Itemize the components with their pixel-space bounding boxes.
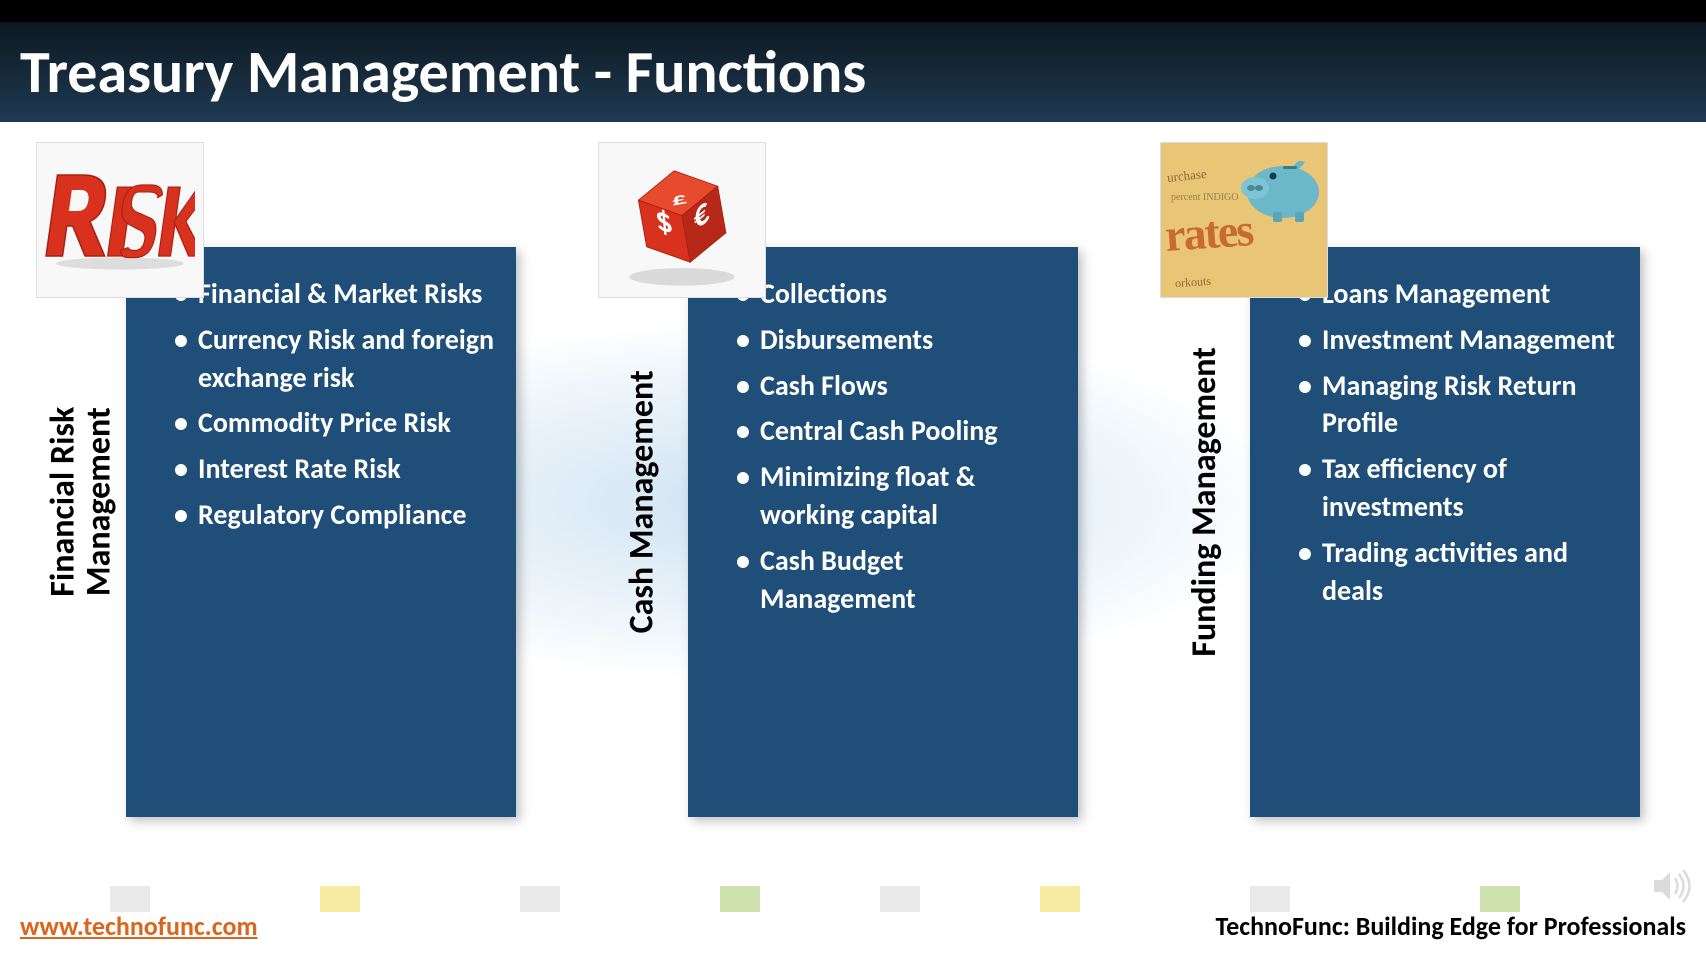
column-cash: £ $ € Cash Management Collections Disburs… <box>598 142 1108 842</box>
list-item: Cash Budget Management <box>736 542 1058 618</box>
dice-icon: £ $ € <box>598 142 766 298</box>
footer-square <box>110 886 150 912</box>
list-item: Regulatory Compliance <box>174 496 496 534</box>
list-item: Financial & Market Risks <box>174 275 496 313</box>
footer-square <box>1250 886 1290 912</box>
vlabel-funding-l1: Funding Management <box>1184 347 1225 657</box>
list-item: Interest Rate Risk <box>174 450 496 488</box>
list-item: Trading activities and deals <box>1298 534 1620 610</box>
list-item: Disbursements <box>736 321 1058 359</box>
list-item: Loans Management <box>1298 275 1620 313</box>
list-item: Cash Flows <box>736 367 1058 405</box>
footer-square <box>720 886 760 912</box>
footer-tagline: TechnoFunc: Building Edge for Profession… <box>1216 910 1687 942</box>
footer-square <box>320 886 360 912</box>
footer-square <box>520 886 560 912</box>
footer-link[interactable]: www.technofunc.com <box>20 910 258 942</box>
vlabel-risk: Financial Risk Management <box>36 302 126 702</box>
risk-icon <box>36 142 204 298</box>
speaker-icon <box>1648 864 1692 908</box>
list-funding: Loans Management Investment Management Man… <box>1298 275 1620 609</box>
card-cash: Collections Disbursements Cash Flows Centra… <box>688 247 1078 817</box>
rates-icon: urchase percent INDIGO rates orkouts <box>1160 142 1328 298</box>
card-risk: Financial & Market Risks Currency Risk an… <box>126 247 516 817</box>
column-funding: urchase percent INDIGO rates orkouts <box>1160 142 1670 842</box>
list-item: Tax efficiency of investments <box>1298 450 1620 526</box>
columns-area: Financial Risk Management Financial & Ma… <box>0 122 1706 842</box>
page-title: Treasury Management - Functions <box>20 36 866 109</box>
card-funding: Loans Management Investment Management Man… <box>1250 247 1640 817</box>
vlabel-cash: Cash Management <box>598 302 688 702</box>
list-cash: Collections Disbursements Cash Flows Centra… <box>736 275 1058 617</box>
list-risk: Financial & Market Risks Currency Risk an… <box>174 275 496 534</box>
top-border <box>0 0 1706 22</box>
title-bar: Treasury Management - Functions <box>0 22 1706 122</box>
column-risk: Financial Risk Management Financial & Ma… <box>36 142 546 842</box>
footer-square <box>880 886 920 912</box>
list-item: Minimizing float & working capital <box>736 458 1058 534</box>
list-item: Commodity Price Risk <box>174 404 496 442</box>
vlabel-risk-l2: Management <box>78 408 119 597</box>
list-item: Investment Management <box>1298 321 1620 359</box>
list-item: Managing Risk Return Profile <box>1298 367 1620 443</box>
footer-square <box>1040 886 1080 912</box>
vlabel-funding: Funding Management <box>1160 302 1250 702</box>
list-item: Collections <box>736 275 1058 313</box>
list-item: Currency Risk and foreign exchange risk <box>174 321 496 397</box>
footer-square <box>1480 886 1520 912</box>
footer: www.technofunc.com TechnoFunc: Building … <box>0 880 1706 960</box>
list-item: Central Cash Pooling <box>736 412 1058 450</box>
vlabel-cash-l1: Cash Management <box>622 370 663 633</box>
